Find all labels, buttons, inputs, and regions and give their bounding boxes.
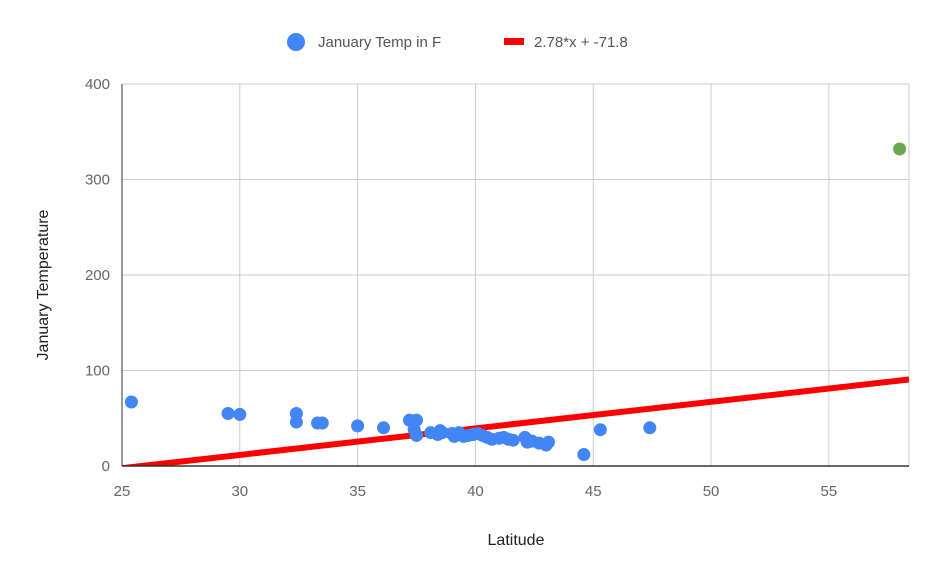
grid-lines — [122, 83, 910, 466]
y-tick-label: 300 — [85, 172, 110, 189]
legend[interactable]: January Temp in F 2.78*x + -71.8 — [287, 33, 628, 51]
x-tick-label: 55 — [821, 483, 838, 500]
axes — [121, 84, 909, 467]
data-point[interactable] — [351, 419, 365, 433]
y-tick-label: 200 — [85, 267, 110, 284]
trendline-layer — [122, 376, 909, 466]
data-point[interactable] — [233, 407, 247, 421]
tick-labels: 25 30 35 40 45 50 55 0 100 200 300 400 — [85, 76, 837, 500]
data-point[interactable] — [221, 406, 235, 420]
data-point[interactable] — [435, 426, 449, 440]
legend-marker-trendline — [504, 38, 524, 45]
data-point[interactable] — [315, 416, 329, 430]
data-point[interactable] — [289, 415, 303, 429]
data-point[interactable] — [506, 433, 520, 447]
y-tick-label: 100 — [85, 363, 110, 380]
x-tick-label: 25 — [114, 483, 131, 500]
outlier-point[interactable] — [893, 142, 907, 156]
data-point[interactable] — [577, 448, 591, 462]
x-tick-label: 40 — [467, 483, 484, 500]
y-tick-label: 0 — [102, 458, 110, 475]
data-point[interactable] — [377, 421, 391, 435]
y-tick-label: 400 — [85, 76, 110, 93]
data-point[interactable] — [541, 435, 555, 449]
x-tick-label: 50 — [703, 483, 720, 500]
y-axis-title: January Temperature — [35, 209, 52, 360]
legend-marker-scatter — [287, 33, 305, 51]
data-points — [124, 142, 907, 462]
x-axis-title: Latitude — [488, 532, 545, 549]
legend-label-scatter: January Temp in F — [318, 34, 441, 51]
data-point[interactable] — [593, 423, 607, 437]
legend-label-trendline: 2.78*x + -71.8 — [534, 34, 628, 51]
x-tick-label: 35 — [349, 483, 366, 500]
x-tick-label: 30 — [231, 483, 248, 500]
data-point[interactable] — [124, 395, 138, 409]
data-point[interactable] — [643, 421, 657, 435]
data-point[interactable] — [410, 428, 424, 442]
x-tick-label: 45 — [585, 483, 602, 500]
trendline — [122, 376, 909, 466]
